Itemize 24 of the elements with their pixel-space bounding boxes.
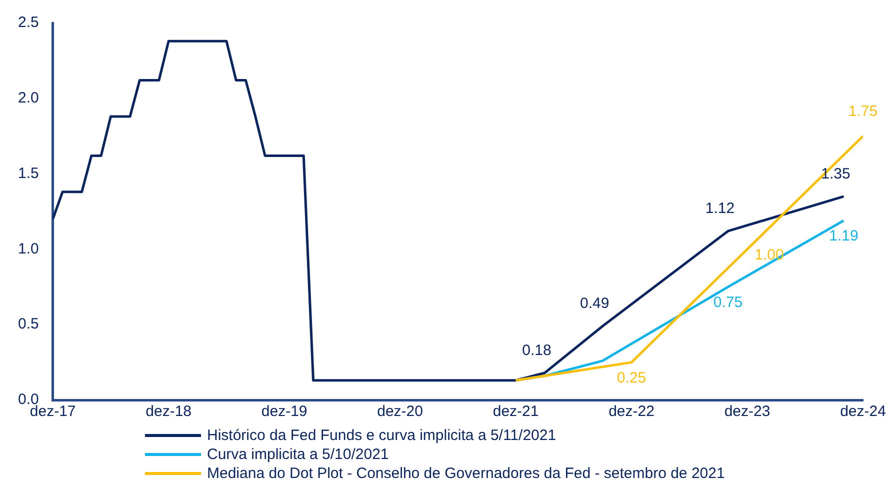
legend-label: Curva implicita a 5/10/2021	[207, 445, 389, 464]
data-label: 0.49	[580, 295, 610, 312]
x-tick-label: dez-23	[724, 403, 770, 420]
x-tick-label: dez-20	[377, 403, 423, 420]
data-label: 1.35	[821, 166, 850, 183]
x-tick-label: dez-24	[840, 403, 886, 420]
x-tick-label: dez-21	[492, 403, 539, 420]
y-tick-label: 2.0	[18, 90, 39, 107]
y-tick-label: 1.5	[18, 164, 39, 182]
data-label: 1.12	[705, 200, 735, 218]
x-tick-label: dez-19	[261, 403, 308, 420]
data-label: 1.75	[848, 103, 878, 120]
y-tick-label: 0.5	[18, 316, 39, 333]
x-tick-label: dez-18	[146, 403, 192, 420]
data-label: 1.00	[754, 246, 784, 264]
legend-label: Mediana do Dot Plot - Conselho de Governadores da Fed - setembro de 2021	[207, 464, 725, 483]
x-tick-label: dez-22	[608, 403, 654, 420]
data-label: 0.25	[616, 369, 646, 386]
legend-label: Histórico da Fed Funds e curva implicita a 5/11/2021	[207, 426, 556, 445]
y-tick-label: 2.5	[18, 14, 39, 32]
data-label: 1.19	[829, 228, 858, 245]
data-label: 0.75	[713, 294, 743, 312]
data-label: 0.18	[522, 342, 552, 359]
y-tick-label: 1.0	[18, 240, 39, 258]
